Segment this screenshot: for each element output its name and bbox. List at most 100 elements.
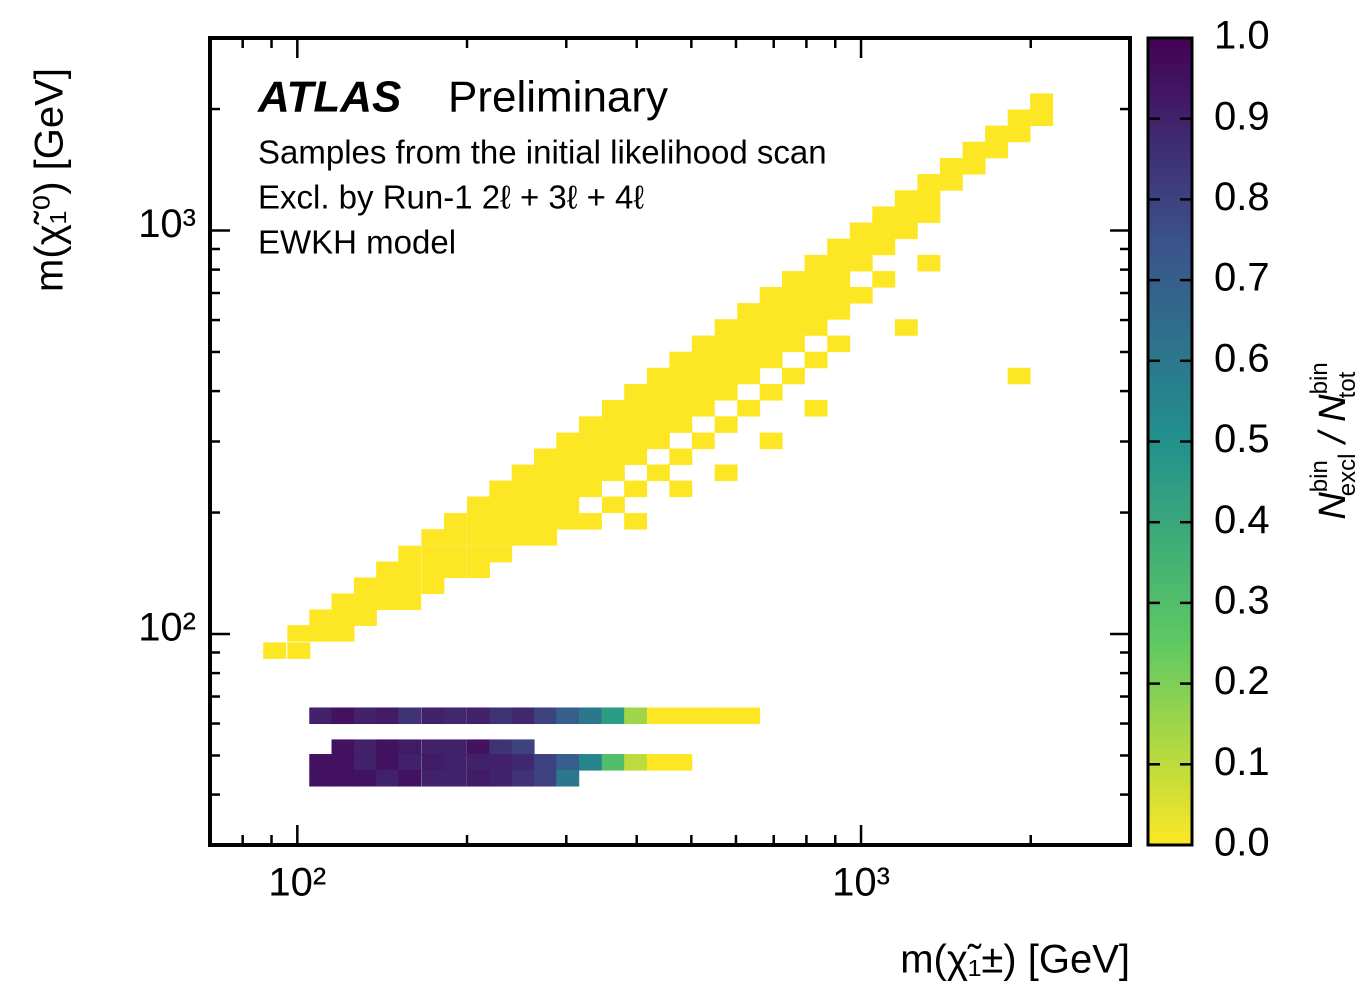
heatmap-cell: [737, 303, 761, 320]
heatmap-cell: [894, 206, 918, 223]
heatmap-cell: [759, 335, 783, 353]
heatmap-cell: [331, 625, 355, 642]
heatmap-cell: [827, 254, 851, 272]
heatmap-cell: [556, 464, 580, 482]
heatmap-cell: [511, 480, 535, 498]
heatmap-cell: [353, 769, 377, 787]
heatmap-cell: [1007, 367, 1031, 385]
heatmap-cell: [443, 739, 467, 756]
heatmap-cell: [443, 769, 467, 787]
heatmap-cell: [421, 577, 445, 595]
heatmap-cell: [353, 609, 377, 626]
heatmap-cell: [781, 287, 805, 304]
heatmap-cell: [376, 707, 400, 725]
heatmap-cell: [781, 271, 805, 288]
colorbar-label-part: bin: [1306, 362, 1333, 394]
heatmap-cell: [601, 432, 625, 450]
heatmap-cell: [579, 464, 602, 482]
heatmap-cell: [511, 464, 535, 482]
heatmap-cell: [579, 448, 602, 466]
heatmap-cell: [353, 707, 377, 725]
heatmap-cell: [556, 432, 580, 450]
heatmap-cell: [421, 545, 445, 563]
heatmap-cell: [467, 739, 490, 756]
heatmap-cell: [534, 496, 557, 514]
heatmap-cell: [511, 707, 535, 725]
heatmap-cell: [759, 351, 783, 369]
y-tick-label: 10²: [138, 606, 196, 650]
heatmap-cell: [1030, 93, 1054, 110]
heatmap-cell: [985, 125, 1009, 143]
heatmap-cell: [489, 545, 513, 563]
heatmap-cell: [624, 384, 648, 401]
heatmap-cell: [309, 609, 333, 626]
x-tick-label: 10³: [832, 861, 890, 905]
colorbar-tick-label: 0.2: [1214, 659, 1270, 703]
annotation: Excl. by Run-1 2ℓ + 3ℓ + 4ℓ: [258, 179, 644, 216]
colorbar-tick-label: 1.0: [1214, 14, 1270, 58]
heatmap-cell: [309, 754, 333, 771]
heatmap-cell: [646, 707, 670, 725]
heatmap-cell: [511, 739, 535, 756]
annotation: Preliminary: [448, 73, 668, 122]
heatmap-cell: [714, 319, 738, 336]
heatmap-cell: [917, 254, 941, 272]
heatmap-cell: [759, 303, 783, 320]
heatmap-cell: [1030, 109, 1054, 127]
heatmap-cell: [443, 545, 467, 563]
heatmap-cell: [353, 593, 377, 611]
heatmap-cell: [489, 480, 513, 498]
heatmap-cell: [894, 190, 918, 207]
y-axis-label: m(χ̃₁⁰) [GeV]: [28, 68, 72, 292]
colorbar-label-part: /: [1312, 422, 1354, 454]
heatmap-cell: [534, 754, 557, 771]
heatmap-cell: [579, 432, 602, 450]
heatmap-cell: [624, 416, 648, 433]
heatmap-cell: [353, 577, 377, 595]
heatmap-cell: [714, 384, 738, 401]
heatmap-cell: [624, 432, 648, 450]
heatmap-cell: [534, 769, 557, 787]
heatmap-cell: [511, 754, 535, 771]
heatmap-cell: [646, 416, 670, 433]
heatmap-cell: [827, 271, 851, 288]
heatmap-cell: [646, 367, 670, 385]
heatmap-cell: [849, 287, 873, 304]
heatmap-cell: [781, 367, 805, 385]
heatmap-cell: [353, 754, 377, 771]
heatmap-cell: [872, 238, 896, 256]
heatmap-cell: [624, 754, 648, 771]
colorbar-label-part: N: [1312, 492, 1354, 520]
heatmap-cell: [917, 174, 941, 191]
heatmap-cell: [669, 384, 693, 401]
heatmap-cell: [534, 707, 557, 725]
heatmap-cell: [737, 335, 761, 353]
heatmap-cell: [827, 287, 851, 304]
heatmap-cell: [669, 480, 693, 498]
heatmap-cell: [556, 513, 580, 530]
heatmap-cell: [624, 707, 648, 725]
heatmap-cell: [601, 754, 625, 771]
heatmap-cell: [376, 739, 400, 756]
heatmap-cell: [601, 464, 625, 482]
colorbar-tick-label: 0.6: [1214, 336, 1270, 380]
heatmap-cell: [624, 448, 648, 466]
heatmap-cell: [669, 707, 693, 725]
heatmap-cell: [511, 529, 535, 546]
heatmap-cell: [421, 529, 445, 546]
heatmap-cell: [287, 642, 311, 659]
colorbar-tick-label: 0.7: [1214, 256, 1270, 300]
heatmap-cell: [1007, 125, 1031, 143]
heatmap-cell: [849, 222, 873, 240]
heatmap-cell: [443, 707, 467, 725]
heatmap-cell: [467, 754, 490, 771]
colorbar-tick-label: 0.3: [1214, 578, 1270, 622]
heatmap-cell: [646, 399, 670, 417]
heatmap-cell: [669, 416, 693, 433]
colorbar-tick-label: 0.4: [1214, 498, 1270, 542]
heatmap-cell: [669, 399, 693, 417]
heatmap-cell: [827, 238, 851, 256]
heatmap-cell: [579, 754, 602, 771]
heatmap-cell: [556, 769, 580, 787]
